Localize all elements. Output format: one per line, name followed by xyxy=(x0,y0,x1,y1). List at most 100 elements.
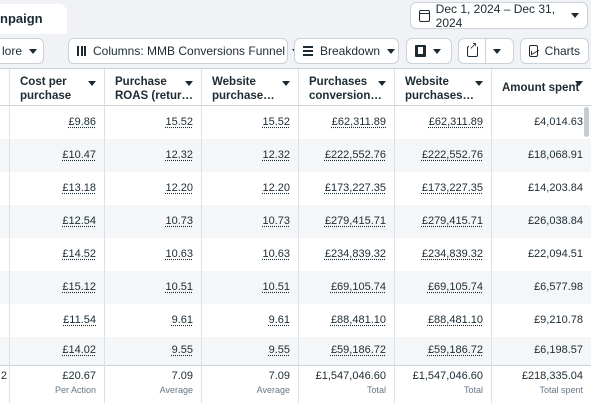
column-header-label: ROAS (retur… xyxy=(115,89,201,103)
column-header[interactable]: Purchases conversion… xyxy=(299,69,394,106)
table-cell: £62,311.89 xyxy=(299,106,394,139)
column-header[interactable]: Website purchases… xyxy=(395,69,491,106)
cell-value[interactable]: £59,186.72 xyxy=(331,344,386,356)
table-cell: 10.63 xyxy=(202,238,298,271)
column-header[interactable]: Cost per purchase xyxy=(10,69,104,106)
column-header-label: purchases… xyxy=(405,89,491,103)
column-header[interactable]: Website purchase… xyxy=(202,69,298,106)
sort-caret-icon[interactable] xyxy=(575,81,583,86)
cell-value[interactable]: 9.55 xyxy=(172,344,193,356)
cell-value[interactable]: 10.63 xyxy=(262,248,290,260)
table-cell: £14.02 xyxy=(10,337,104,365)
total-label: Total xyxy=(464,385,483,395)
column-header[interactable]: Purchase ROAS (retur… xyxy=(105,69,201,106)
table-cell: £26,038.84 xyxy=(492,205,591,238)
table-cell: 10.63 xyxy=(105,238,201,271)
cell-value[interactable]: £14.02 xyxy=(62,344,96,356)
charts-button[interactable]: Charts xyxy=(520,38,589,64)
total-label: Total xyxy=(367,385,386,395)
totals-cell: £20.67 Per Action xyxy=(10,365,104,403)
cell-value[interactable]: £173,227.35 xyxy=(325,182,386,194)
table-cell: 15.52 xyxy=(202,106,298,139)
cell-value[interactable]: £88,481.10 xyxy=(428,314,483,326)
chart-icon xyxy=(529,45,538,57)
cell-value[interactable]: 10.51 xyxy=(165,281,193,293)
total-label: Total spent xyxy=(539,385,583,395)
date-range-label: Dec 1, 2024 – Dec 31, 2024 xyxy=(436,2,565,30)
sort-caret-icon[interactable] xyxy=(88,81,96,86)
table-cell: £13.18 xyxy=(10,172,104,205)
cell-value[interactable]: £9.86 xyxy=(68,116,96,128)
cell-value[interactable]: £59,186.72 xyxy=(428,344,483,356)
cell-value[interactable]: £62,311.89 xyxy=(429,116,483,128)
export-button[interactable] xyxy=(458,38,514,64)
cell-value[interactable]: £234,839.32 xyxy=(422,248,483,260)
cell-value[interactable]: 9.61 xyxy=(269,314,290,326)
table-cell: £14,203.84 xyxy=(492,172,591,205)
table-cell: 15.52 xyxy=(105,106,201,139)
cell-value: £4,014.63 xyxy=(534,116,583,128)
columns-label: Columns: MMB Conversions Funnel xyxy=(93,44,285,58)
cell-value[interactable]: 10.73 xyxy=(165,215,193,227)
total-value: £1,547,046.60 xyxy=(316,370,386,382)
cell-value[interactable]: £88,481.10 xyxy=(331,314,386,326)
cell-value[interactable]: £69,105.74 xyxy=(331,281,386,293)
cell-value[interactable]: 9.55 xyxy=(269,344,290,356)
vertical-scrollbar[interactable] xyxy=(584,107,589,137)
column-header-label: purchase xyxy=(20,89,104,103)
cell-value[interactable]: 10.73 xyxy=(262,215,290,227)
cell-value: £14,203.84 xyxy=(528,182,583,194)
chevron-down-icon[interactable] xyxy=(493,49,501,54)
cell-value[interactable]: £279,415.71 xyxy=(325,215,386,227)
cell-value[interactable]: 10.63 xyxy=(165,248,193,260)
cell-value[interactable]: £14.52 xyxy=(62,248,96,260)
table-cell: £6,577.98 xyxy=(492,271,591,304)
total-value: 7.09 xyxy=(269,370,290,382)
cell-value[interactable]: £222,552.76 xyxy=(422,149,483,161)
campaign-tab[interactable]: npaign xyxy=(0,4,67,34)
columns-button[interactable]: Columns: MMB Conversions Funnel xyxy=(68,38,288,64)
column-header[interactable]: Amount spent xyxy=(492,69,591,106)
cell-value[interactable]: 12.32 xyxy=(262,149,290,161)
table-cell: £222,552.76 xyxy=(395,139,491,172)
cell-value[interactable]: 12.32 xyxy=(165,149,193,161)
sort-caret-icon[interactable] xyxy=(378,81,386,86)
cell-value[interactable]: £15.12 xyxy=(62,281,96,293)
sort-caret-icon[interactable] xyxy=(475,81,483,86)
total-label: Average xyxy=(257,385,290,395)
totals-cell: 7.09 Average xyxy=(202,365,298,403)
total-value: £218,335.04 xyxy=(522,370,583,382)
table-cell: £62,311.89 xyxy=(395,106,491,139)
more-dropdown-button[interactable]: lore xyxy=(0,38,44,64)
totals-cell: £1,547,046.60 Total xyxy=(299,365,394,403)
breakdown-button[interactable]: Breakdown xyxy=(294,38,399,64)
total-label: Average xyxy=(160,385,193,395)
cell-value[interactable]: £279,415.71 xyxy=(422,215,483,227)
table-cell: £15.12 xyxy=(10,271,104,304)
cell-value: £22,094.51 xyxy=(528,248,583,260)
cell-value[interactable]: £10.47 xyxy=(62,149,96,161)
cell-value[interactable]: £173,227.35 xyxy=(422,182,483,194)
cell-value[interactable]: £69,105.74 xyxy=(428,281,483,293)
sort-caret-icon[interactable] xyxy=(185,81,193,86)
cell-value[interactable]: 12.20 xyxy=(165,182,193,194)
date-range-picker[interactable]: Dec 1, 2024 – Dec 31, 2024 xyxy=(410,2,588,29)
total-value: £1,547,046.60 xyxy=(413,370,483,382)
cell-value[interactable]: £13.18 xyxy=(62,182,96,194)
cell-value[interactable]: 12.20 xyxy=(262,182,290,194)
cell-value[interactable]: £222,552.76 xyxy=(325,149,386,161)
chevron-down-icon xyxy=(29,49,37,54)
reports-icon xyxy=(415,45,426,57)
sort-caret-icon[interactable] xyxy=(282,81,290,86)
reports-button[interactable] xyxy=(406,38,452,64)
cell-value[interactable]: £12.54 xyxy=(62,215,96,227)
cell-value[interactable]: 9.61 xyxy=(172,314,193,326)
cell-value[interactable]: 10.51 xyxy=(262,281,290,293)
cell-value[interactable]: £11.54 xyxy=(63,314,96,326)
cell-value[interactable]: £62,311.89 xyxy=(332,116,386,128)
cell-value[interactable]: 15.52 xyxy=(165,116,193,128)
cell-value[interactable]: 15.52 xyxy=(262,116,290,128)
total-value: £20.67 xyxy=(62,370,96,382)
table-cell: £234,839.32 xyxy=(299,238,394,271)
cell-value[interactable]: £234,839.32 xyxy=(325,248,386,260)
